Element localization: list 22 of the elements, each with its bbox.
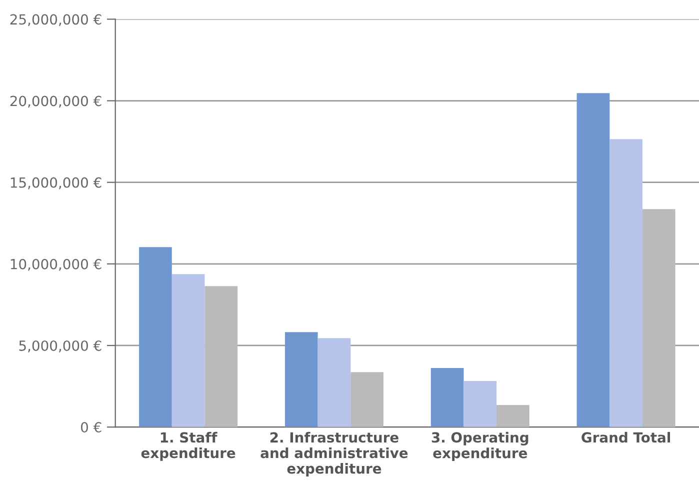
bar [430, 368, 464, 428]
x-tick-label: 3. Operating expenditure [432, 432, 528, 462]
x-tick-label: 1. Staff expenditure [141, 432, 236, 461]
bar [642, 209, 676, 428]
bar [576, 93, 610, 428]
bar [284, 332, 318, 428]
y-tick-label: 5,000,000 € [19, 340, 102, 352]
bar [204, 286, 238, 428]
x-tick-label: Grand Total [582, 432, 670, 443]
bar [318, 338, 351, 428]
y-tick-label: 20,000,000 € [10, 96, 102, 108]
bar [172, 274, 205, 428]
y-tick-label: 25,000,000 € [10, 14, 102, 26]
bar [350, 372, 384, 428]
bar [139, 247, 172, 428]
y-tick-label: 0 € [80, 422, 102, 433]
bar [610, 139, 642, 428]
bar [464, 381, 497, 428]
y-tick-label: 15,000,000 € [10, 177, 102, 190]
y-tick-label: 10,000,000 € [10, 258, 102, 271]
bar [496, 405, 530, 428]
x-tick-label: 2. Infrastructure and administrative expenditure [260, 432, 408, 476]
